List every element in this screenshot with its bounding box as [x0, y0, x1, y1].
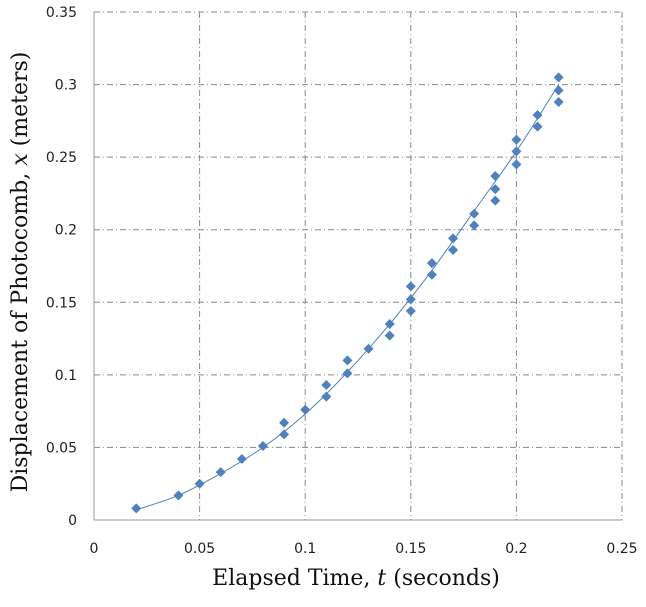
x-tick-label: 0.2 — [505, 541, 527, 557]
y-axis-title-variable: x — [8, 153, 33, 166]
trendline — [136, 84, 560, 511]
data-point — [511, 146, 522, 157]
x-axis-title-suffix: (seconds) — [386, 566, 500, 591]
data-point — [511, 159, 522, 170]
data-point — [405, 294, 416, 305]
y-axis-title-suffix: (meters) — [8, 52, 33, 154]
data-point — [342, 355, 353, 366]
x-tick-label: 0.1 — [294, 541, 316, 557]
data-point — [490, 171, 501, 182]
data-point — [194, 478, 205, 489]
data-point — [236, 454, 247, 465]
data-point — [448, 233, 459, 244]
x-axis-title-prefix: Elapsed Time, — [212, 566, 377, 591]
data-point — [321, 391, 332, 402]
y-tick-label: 0.2 — [55, 223, 77, 239]
y-axis-title-prefix: Displacement of Photocomb, — [8, 166, 33, 493]
y-tick-label: 0.1 — [55, 368, 77, 384]
y-axis-title: Displacement of Photocomb, x (meters) — [8, 52, 33, 493]
data-point — [279, 429, 290, 440]
data-point — [532, 121, 543, 132]
y-tick-label: 0.35 — [46, 5, 77, 21]
y-tick-label: 0 — [68, 513, 77, 529]
data-point — [363, 343, 374, 354]
data-point — [342, 368, 353, 379]
data-point — [215, 467, 226, 478]
data-point — [405, 281, 416, 292]
grid-layer — [94, 11, 623, 520]
data-point — [511, 134, 522, 145]
y-tick-label: 0.3 — [55, 78, 77, 94]
data-point — [469, 220, 480, 231]
data-point — [553, 72, 564, 83]
data-marker-layer — [131, 72, 564, 514]
x-tick-label: 0.25 — [606, 541, 637, 557]
y-tick-label: 0.15 — [46, 295, 77, 311]
data-point — [469, 208, 480, 219]
data-point — [279, 417, 290, 428]
data-point — [384, 319, 395, 330]
x-axis-title-variable: t — [377, 566, 386, 591]
data-point — [426, 258, 437, 269]
data-point — [553, 96, 564, 107]
data-point — [321, 380, 332, 391]
x-tick-label: 0 — [90, 541, 99, 557]
data-point — [426, 269, 437, 280]
data-point — [257, 440, 268, 451]
data-point — [173, 490, 184, 501]
data-point — [553, 85, 564, 96]
x-tick-label: 0.15 — [395, 541, 426, 557]
x-axis-title: Elapsed Time, t (seconds) — [212, 566, 500, 591]
data-point — [490, 184, 501, 195]
y-tick-label: 0.25 — [46, 150, 77, 166]
tick-label-layer: 0 0.05 0.1 0.15 0.2 0.25 0 0.05 0.1 0.15 0.2 0.25 0.… — [46, 5, 638, 557]
y-tick-label: 0.05 — [46, 440, 77, 456]
data-point — [300, 404, 311, 415]
plot-area — [94, 12, 622, 520]
data-point — [532, 110, 543, 121]
data-point — [384, 330, 395, 341]
data-point — [405, 305, 416, 316]
data-point — [131, 503, 142, 514]
data-point — [490, 195, 501, 206]
x-tick-label: 0.05 — [184, 541, 215, 557]
data-point — [448, 245, 459, 256]
